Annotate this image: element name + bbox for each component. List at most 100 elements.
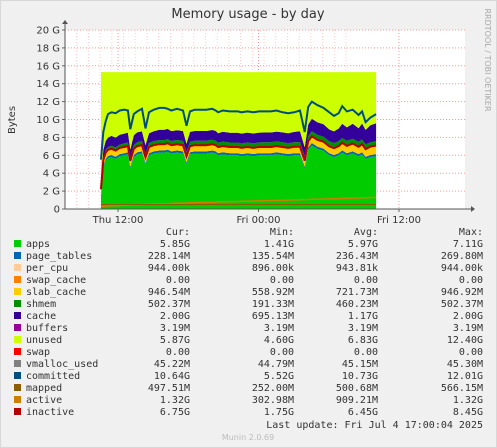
y-tick-label: 6 G <box>43 151 60 162</box>
x-axis-ticks: Thu 12:00 Fri 00:00 Fri 12:00 <box>92 209 421 226</box>
munin-version: Munin 2.0.69 <box>222 433 274 442</box>
legend-avg-page_tables: 236.43M <box>336 251 378 262</box>
legend-swatch-unused <box>14 336 21 343</box>
legend-cur-mapped: 497.51M <box>148 383 190 394</box>
y-axis-arrow <box>62 20 68 24</box>
y-tick-label: 2 G <box>43 187 60 198</box>
legend-name-slab_cache: slab_cache <box>26 287 86 298</box>
rrdtool-credit: RRDTOOL / TOBI OETIKER <box>483 8 492 111</box>
legend-cur-page_tables: 228.14M <box>148 251 190 262</box>
legend-name-vmalloc_used: vmalloc_used <box>26 359 98 370</box>
legend-swatch-mapped <box>14 384 21 391</box>
legend-cur-cache: 2.00G <box>160 311 190 322</box>
legend-name-page_tables: page_tables <box>26 251 92 262</box>
y-tick-label: 12 G <box>36 97 60 108</box>
y-tick-label: 10 G <box>36 115 60 126</box>
legend-min-shmem: 191.33M <box>252 299 294 310</box>
legend-min-unused: 4.60G <box>264 335 294 346</box>
legend-max-apps: 7.11G <box>453 239 483 250</box>
legend-cur-apps: 5.85G <box>160 239 190 250</box>
legend-name-cache: cache <box>26 311 56 322</box>
y-axis-label: Bytes <box>7 106 18 134</box>
column-header-avg: Avg: <box>354 227 378 238</box>
legend-swatch-buffers <box>14 324 21 331</box>
legend-max-per_cpu: 944.00k <box>441 263 483 274</box>
legend-max-mapped: 566.15M <box>441 383 483 394</box>
area-apps <box>101 145 377 209</box>
legend-swatch-inactive <box>14 408 21 415</box>
legend-avg-mapped: 500.68M <box>336 383 378 394</box>
legend-min-committed: 5.52G <box>264 371 294 382</box>
area-page_tables <box>101 143 377 197</box>
legend-min-apps: 1.41G <box>264 239 294 250</box>
legend-swatch-swap_cache <box>14 276 21 283</box>
data-lines <box>100 100 377 208</box>
x-tick-label: Fri 12:00 <box>377 215 421 226</box>
legend-cur-unused: 5.87G <box>160 335 190 346</box>
legend-avg-unused: 6.83G <box>348 335 378 346</box>
x-tick-label: Fri 00:00 <box>237 215 281 226</box>
legend-swatch-committed <box>14 372 21 379</box>
legend-min-active: 302.98M <box>252 395 294 406</box>
legend-cur-vmalloc_used: 45.22M <box>154 359 190 370</box>
y-tick-label: 16 G <box>36 61 60 72</box>
legend-swatch-page_tables <box>14 252 21 259</box>
legend-max-committed: 12.01G <box>447 371 483 382</box>
legend-name-swap_cache: swap_cache <box>26 275 86 286</box>
y-tick-label: 4 G <box>43 169 60 180</box>
line-committed <box>100 100 377 160</box>
legend-avg-active: 909.21M <box>336 395 378 406</box>
y-tick-label: 18 G <box>36 43 60 54</box>
x-tick-label: Thu 12:00 <box>92 215 144 226</box>
legend-max-shmem: 502.37M <box>441 299 483 310</box>
legend-cur-buffers: 3.19M <box>160 323 190 334</box>
legend-swatch-vmalloc_used <box>14 360 21 367</box>
legend-avg-shmem: 460.23M <box>336 299 378 310</box>
legend-min-mapped: 252.00M <box>252 383 294 394</box>
legend-name-inactive: inactive <box>26 407 74 418</box>
line-inactive <box>100 134 377 190</box>
legend-avg-slab_cache: 721.73M <box>336 287 378 298</box>
column-header-cur: Cur: <box>166 227 190 238</box>
legend-name-unused: unused <box>26 335 62 346</box>
legend-avg-inactive: 6.45G <box>348 407 378 418</box>
legend-avg-apps: 5.97G <box>348 239 378 250</box>
legend-avg-swap: 0.00 <box>354 347 378 358</box>
data-areas <box>101 72 377 209</box>
legend-cur-swap_cache: 0.00 <box>166 275 190 286</box>
legend-swatch-per_cpu <box>14 264 21 271</box>
y-axis-ticks: 0 2 G 4 G 6 G 8 G 10 G 12 G 14 G 16 G 18 G 20 G <box>36 26 65 216</box>
legend-name-committed: committed <box>26 371 80 382</box>
legend-name-mapped: mapped <box>26 383 62 394</box>
legend-name-per_cpu: per_cpu <box>26 263 68 274</box>
legend-swatch-cache <box>14 312 21 319</box>
legend-rows: apps 5.85G 1.41G 5.97G 7.11G page_tables 228.1… <box>14 239 483 418</box>
y-tick-label: 14 G <box>36 79 60 90</box>
legend-name-shmem: shmem <box>26 299 56 310</box>
legend-cur-slab_cache: 946.54M <box>148 287 190 298</box>
legend-min-swap: 0.00 <box>270 347 294 358</box>
legend-avg-cache: 1.17G <box>348 311 378 322</box>
last-update: Last update: Fri Jul 4 17:00:04 2025 <box>266 420 483 431</box>
legend-max-slab_cache: 946.92M <box>441 287 483 298</box>
legend-avg-per_cpu: 943.81k <box>336 263 378 274</box>
legend-name-active: active <box>26 395 62 406</box>
legend-cur-shmem: 502.37M <box>148 299 190 310</box>
legend-swatch-swap <box>14 348 21 355</box>
legend-cur-per_cpu: 944.00k <box>148 263 190 274</box>
column-header-max: Max: <box>459 227 483 238</box>
legend-name-swap: swap <box>26 347 50 358</box>
legend-min-cache: 695.13M <box>252 311 294 322</box>
chart-title: Memory usage - by day <box>171 7 324 22</box>
legend-max-unused: 12.40G <box>447 335 483 346</box>
legend-max-swap_cache: 0.00 <box>459 275 483 286</box>
legend-avg-vmalloc_used: 45.15M <box>342 359 378 370</box>
axes <box>62 20 475 212</box>
y-tick-label: 0 <box>54 205 60 216</box>
column-header-min: Min: <box>270 227 294 238</box>
area-cache <box>101 118 377 189</box>
legend-max-vmalloc_used: 45.30M <box>447 359 483 370</box>
legend-cur-swap: 0.00 <box>166 347 190 358</box>
legend-avg-committed: 10.73G <box>342 371 378 382</box>
